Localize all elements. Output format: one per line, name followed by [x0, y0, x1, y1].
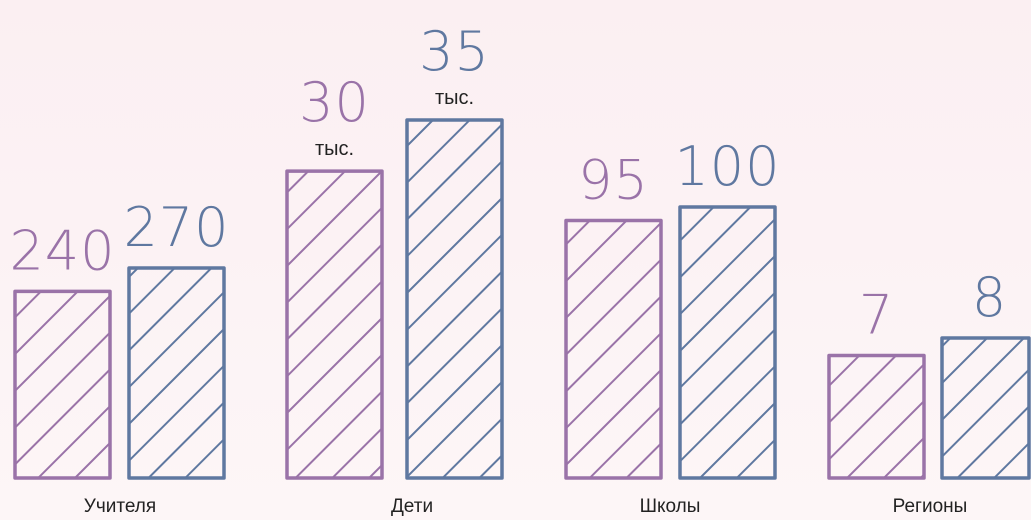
- category-label: Учителя: [84, 496, 156, 517]
- value-label: 95: [578, 149, 649, 212]
- bar: [285, 169, 384, 480]
- value-label: 7: [859, 284, 894, 347]
- category-label: Школы: [640, 496, 701, 517]
- bar: [564, 218, 663, 480]
- value-label: 100: [674, 135, 780, 198]
- bar: [940, 336, 1031, 480]
- bar: [13, 289, 112, 480]
- value-unit: тыс.: [315, 138, 354, 160]
- value-label: 8: [972, 266, 1007, 329]
- bar: [127, 266, 226, 480]
- value-label: 240: [9, 219, 115, 282]
- category-label: Регионы: [893, 496, 968, 517]
- value-label: 35: [419, 20, 490, 83]
- bar: [678, 205, 777, 480]
- value-label: 270: [123, 196, 229, 259]
- value-unit: тыс.: [435, 87, 474, 109]
- value-label: 30: [299, 71, 370, 134]
- bar: [827, 353, 926, 480]
- bar: [405, 118, 504, 480]
- category-label: Дети: [391, 496, 433, 517]
